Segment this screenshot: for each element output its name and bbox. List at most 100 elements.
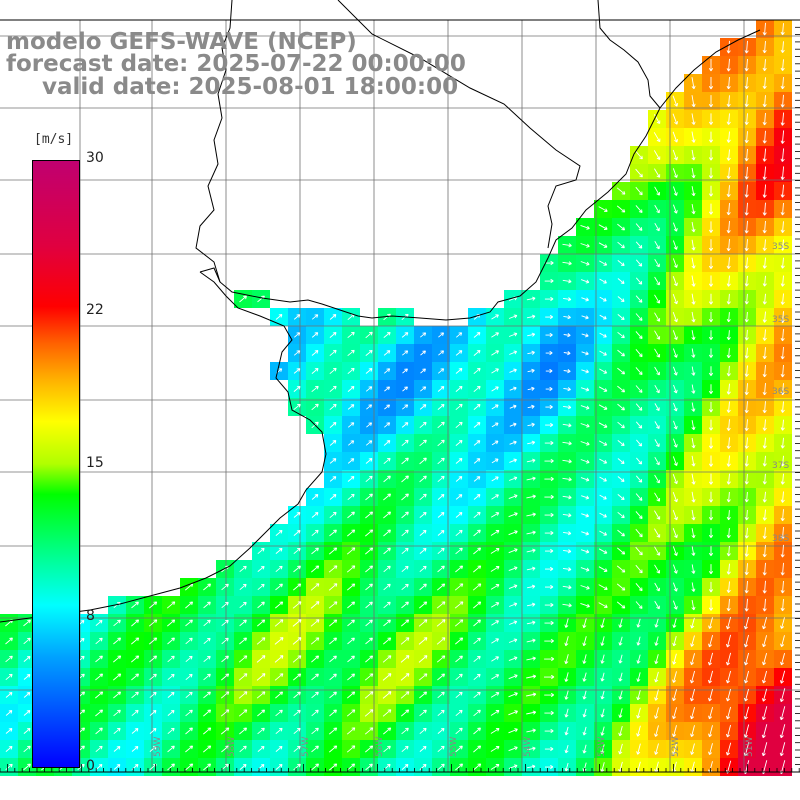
wind-arrow	[167, 637, 175, 645]
wind-arrow	[635, 223, 643, 231]
wind-arrow	[527, 368, 535, 373]
wind-arrow	[654, 492, 661, 502]
wind-arrow	[257, 745, 265, 752]
wind-arrow	[329, 709, 337, 717]
wind-arrow	[364, 673, 374, 681]
wind-arrow	[581, 531, 590, 536]
wind-arrow	[726, 563, 731, 575]
wind-arrow	[509, 404, 517, 409]
wind-arrow	[635, 385, 643, 393]
wind-arrow	[618, 708, 623, 718]
wind-arrow	[456, 332, 463, 338]
wind-arrow	[780, 166, 785, 180]
wind-arrow	[420, 368, 426, 374]
wind-arrow	[654, 186, 661, 196]
wind-arrow	[185, 709, 193, 717]
wind-arrow	[384, 386, 391, 392]
wind-arrow	[185, 673, 193, 681]
wind-arrow	[691, 528, 696, 539]
wind-arrow	[762, 59, 767, 72]
wind-arrow	[744, 113, 749, 125]
wind-arrow	[455, 494, 463, 500]
wind-arrow	[762, 652, 768, 666]
wind-arrow	[491, 368, 499, 374]
wind-arrow	[544, 494, 554, 500]
wind-arrow	[221, 619, 229, 627]
wind-arrow	[238, 691, 248, 699]
wind-arrow	[726, 455, 731, 467]
wind-arrow	[509, 368, 517, 373]
wind-arrow	[617, 403, 625, 411]
wind-arrow	[599, 260, 608, 266]
wind-arrow	[383, 583, 391, 591]
wind-arrow	[473, 727, 481, 735]
wind-arrow	[203, 745, 212, 753]
wind-arrow	[346, 745, 356, 753]
forecast-date: forecast date: 2025-07-22 00:00:00	[6, 51, 466, 77]
wind-arrow	[672, 311, 678, 323]
wind-arrow	[744, 166, 749, 180]
wind-arrow	[526, 692, 537, 697]
wind-arrow	[653, 150, 661, 160]
wind-arrow	[653, 132, 661, 143]
wind-arrow	[780, 184, 785, 198]
wind-arrow	[509, 422, 517, 427]
wind-arrow	[131, 746, 139, 752]
wind-arrow	[744, 184, 749, 198]
wind-arrow	[654, 258, 660, 268]
wind-arrow	[437, 421, 445, 429]
wind-arrow	[149, 745, 157, 752]
wind-arrow	[580, 261, 590, 266]
wind-arrow	[762, 22, 767, 36]
wind-arrow	[761, 688, 768, 702]
wind-arrow	[509, 602, 518, 607]
wind-arrow	[654, 421, 660, 429]
wind-arrow	[5, 710, 13, 716]
wind-arrow	[762, 95, 767, 108]
wind-arrow	[347, 619, 355, 627]
wind-arrow	[293, 512, 301, 518]
wind-arrow	[311, 709, 319, 717]
wind-arrow	[762, 184, 767, 198]
wind-arrow	[563, 333, 571, 338]
wind-arrow	[635, 295, 643, 303]
wind-arrow	[401, 439, 409, 447]
wind-arrow	[437, 530, 445, 536]
latitude-label: 35S	[772, 315, 789, 325]
wind-arrow	[95, 763, 103, 770]
wind-arrow	[581, 495, 590, 500]
wind-arrow	[473, 673, 481, 681]
wind-arrow	[654, 384, 660, 394]
wind-arrow	[726, 437, 731, 449]
wind-arrow	[635, 277, 643, 285]
wind-arrow	[329, 331, 337, 338]
wind-arrow	[275, 314, 283, 320]
border-river-uruguay	[195, 0, 233, 283]
wind-arrow	[654, 222, 660, 232]
wind-arrow	[707, 652, 714, 666]
wind-arrow	[726, 58, 731, 72]
wind-arrow	[23, 763, 31, 771]
wind-arrow	[221, 583, 229, 591]
wind-arrow	[635, 583, 643, 592]
wind-arrow	[418, 655, 428, 663]
wind-arrow	[257, 601, 265, 609]
wind-arrow	[491, 458, 499, 464]
wind-arrow	[780, 491, 785, 503]
wind-arrow	[636, 689, 641, 701]
wind-arrow	[599, 296, 607, 302]
wind-arrow	[780, 329, 785, 342]
wind-arrow	[691, 95, 696, 108]
wind-arrow	[148, 619, 158, 627]
wind-arrow	[544, 530, 554, 536]
wind-arrow	[383, 547, 391, 555]
wind-arrow	[780, 635, 785, 648]
wind-arrow	[419, 565, 427, 573]
wind-arrow	[654, 348, 661, 358]
wind-arrow	[544, 476, 554, 482]
wind-arrow	[293, 727, 301, 735]
wind-arrow	[691, 149, 696, 161]
wind-arrow	[491, 656, 500, 662]
wind-arrow	[437, 673, 446, 681]
wind-arrow	[419, 439, 427, 447]
